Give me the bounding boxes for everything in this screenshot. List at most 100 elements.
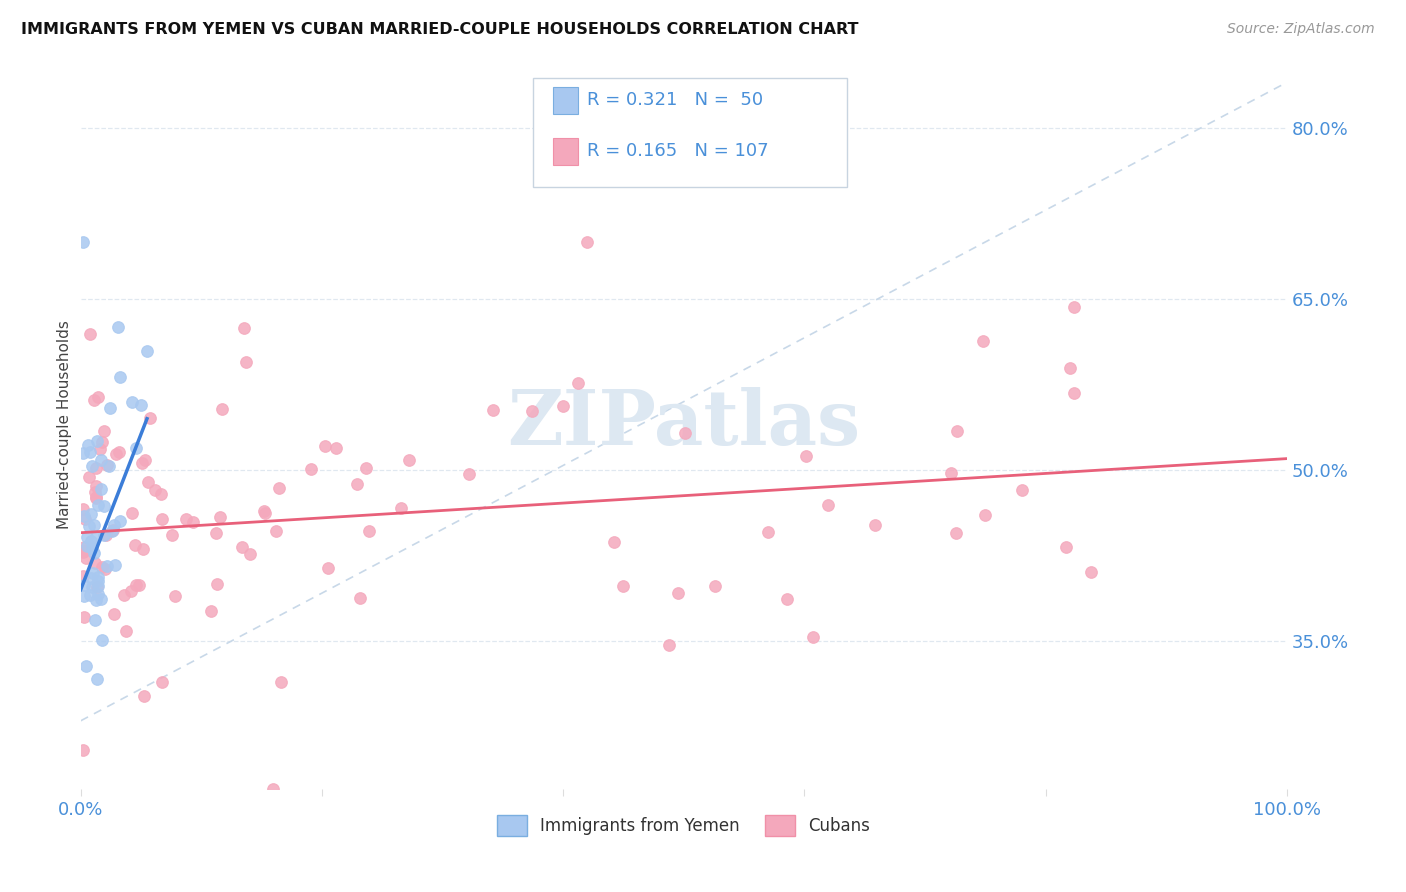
Point (346, 477, 368, 491)
Point (270, 675, 292, 690)
Point (76, 540, 98, 554)
Point (121, 395, 143, 409)
Point (946, 424, 969, 438)
Point (72, 544, 94, 558)
Point (314, 439, 336, 453)
Point (90, 482, 112, 496)
Point (115, 624, 138, 639)
Point (160, 527, 183, 541)
Point (87, 498, 110, 512)
Point (318, 560, 340, 574)
Point (73, 578, 96, 592)
Point (98, 458, 121, 473)
Point (124, 538, 146, 552)
Point (84, 556, 107, 570)
Point (262, 782, 284, 797)
Point (1063, 385, 1085, 400)
Y-axis label: Married-couple Households: Married-couple Households (58, 320, 72, 529)
Point (84, 490, 107, 504)
Point (603, 535, 626, 549)
Point (87, 570, 110, 584)
Point (82, 566, 104, 580)
Point (72, 544, 94, 558)
Point (83, 546, 105, 560)
Point (105, 447, 128, 461)
Point (576, 235, 599, 249)
Point (567, 376, 589, 390)
Point (120, 583, 142, 598)
Point (101, 524, 124, 539)
Point (77, 470, 100, 484)
Text: R = 0.321   N =  50: R = 0.321 N = 50 (588, 91, 763, 109)
Point (76, 530, 98, 544)
Point (72, 446, 94, 460)
Point (89, 442, 111, 457)
Point (90, 591, 112, 606)
Point (84, 485, 107, 500)
Point (72, 569, 94, 583)
Point (205, 577, 228, 591)
Point (87, 390, 110, 404)
Point (776, 592, 799, 607)
Point (110, 514, 132, 528)
Point (1059, 360, 1081, 375)
Point (389, 500, 412, 515)
Point (235, 355, 257, 369)
Point (520, 403, 543, 417)
Point (107, 320, 129, 334)
Point (233, 321, 256, 335)
Point (93, 424, 115, 438)
Point (93, 562, 115, 576)
Point (253, 504, 276, 518)
Point (73, 512, 96, 526)
Point (75, 551, 97, 566)
Point (93, 528, 115, 542)
Point (131, 542, 153, 557)
Point (73, 543, 96, 558)
Point (112, 588, 135, 602)
Point (86, 478, 108, 492)
Point (80, 458, 103, 473)
Point (96, 458, 118, 473)
Point (612, 578, 634, 592)
Point (86, 587, 108, 601)
Point (1011, 483, 1033, 497)
Point (254, 506, 277, 520)
Point (817, 498, 839, 512)
Point (143, 483, 166, 498)
Point (801, 630, 824, 644)
Point (86, 580, 108, 594)
Point (150, 486, 173, 500)
Point (211, 401, 233, 416)
Point (181, 516, 204, 530)
Point (84, 491, 107, 505)
Point (150, 512, 173, 526)
FancyBboxPatch shape (554, 137, 578, 165)
FancyBboxPatch shape (533, 78, 846, 187)
Point (79, 445, 101, 459)
Point (356, 461, 378, 475)
Point (108, 445, 131, 459)
Point (208, 510, 231, 524)
Point (231, 540, 253, 554)
Point (73, 509, 96, 524)
Point (128, 577, 150, 591)
Point (96, 558, 118, 573)
Point (76, 437, 98, 451)
Point (139, 410, 162, 425)
Point (90, 560, 112, 574)
Point (666, 586, 689, 600)
Point (125, 577, 148, 591)
Point (349, 591, 371, 605)
Point (91, 633, 114, 648)
Point (357, 524, 380, 538)
Point (98, 401, 121, 415)
Point (73, 540, 96, 554)
Point (75, 659, 97, 673)
Point (80, 571, 103, 585)
Text: ZIPatlas: ZIPatlas (508, 387, 860, 461)
Point (205, 525, 228, 540)
Point (1080, 565, 1102, 579)
Point (94, 528, 117, 542)
Point (103, 607, 125, 621)
